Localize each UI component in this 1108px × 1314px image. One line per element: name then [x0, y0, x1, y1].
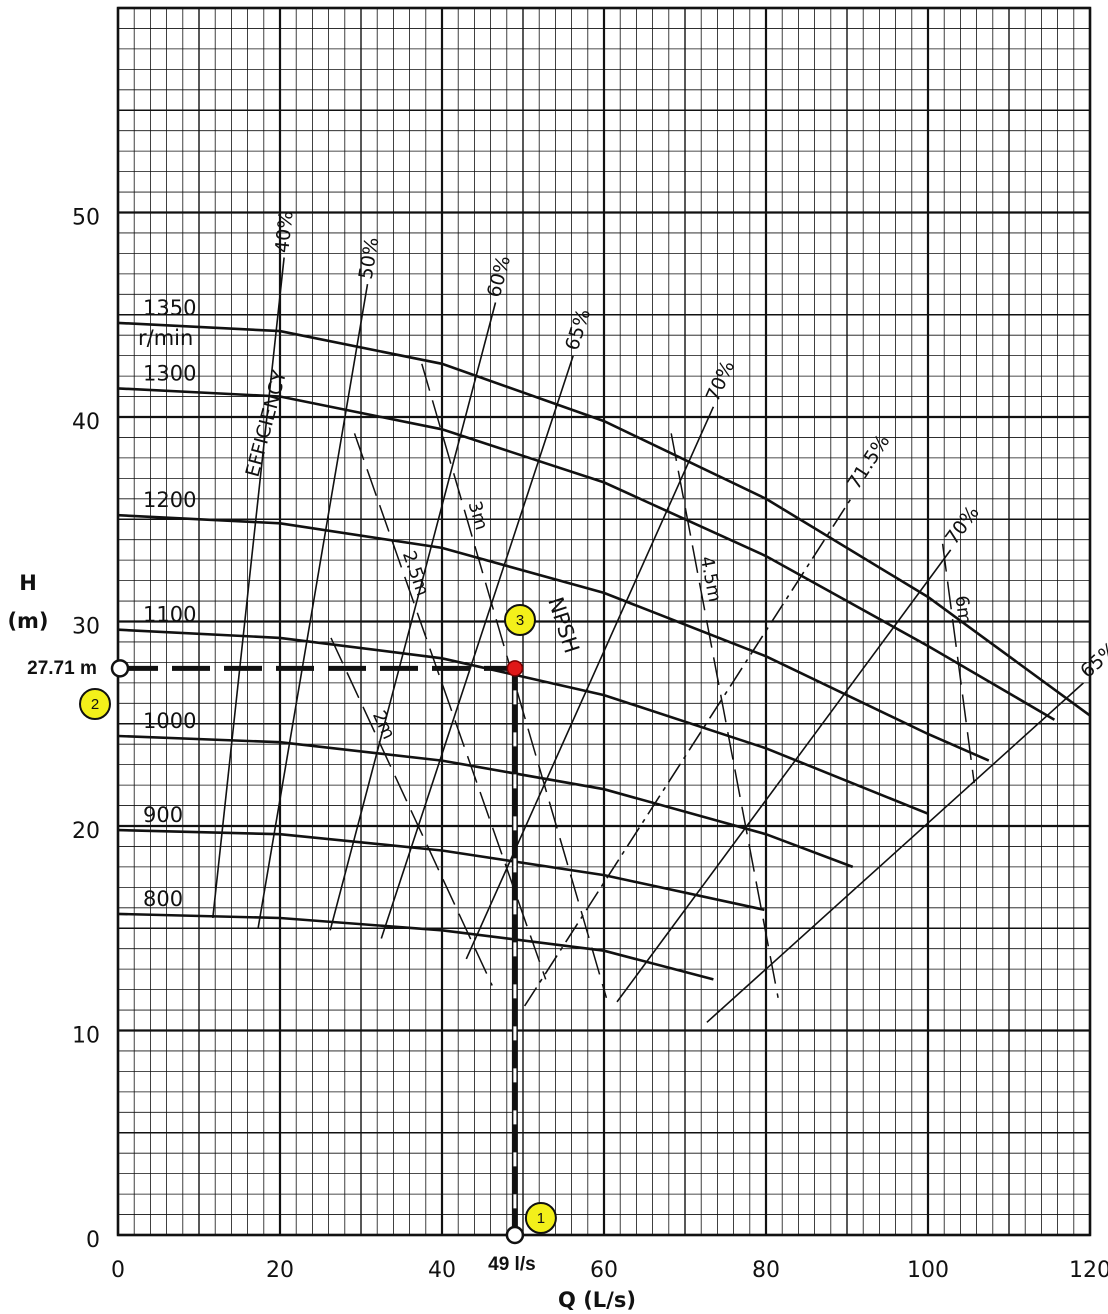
efficiency-label: 71.5% — [843, 431, 894, 494]
speed-curve-1000 — [117, 734, 854, 869]
npsh-curve — [941, 543, 975, 784]
npsh-label: 3m — [464, 499, 492, 533]
efficiency-curve — [523, 494, 855, 1007]
npsh-label: 2.5m — [398, 548, 433, 599]
y-tick-label: 20 — [72, 819, 100, 844]
step-marker-2 — [79, 688, 111, 720]
x-tick-label: 20 — [266, 1258, 294, 1283]
efficiency-title: EFFICIENCY — [242, 368, 292, 479]
speed-label-1300: 1300 — [143, 361, 196, 385]
efficiency-curve — [212, 257, 285, 919]
step-marker-label: 2 — [91, 696, 99, 713]
head-origin-marker — [110, 659, 130, 678]
y-tick-label: 40 — [72, 410, 100, 435]
npsh-curve — [330, 637, 493, 986]
npsh-label: 2m — [368, 708, 399, 743]
head-value-label: 27.71 m — [27, 658, 97, 679]
x-tick-label: 120 — [1069, 1258, 1108, 1283]
speed-curve-1100 — [117, 628, 929, 815]
step-marker-label: 3 — [516, 612, 524, 629]
speed-curves — [117, 321, 1091, 981]
efficiency-label: 60% — [483, 253, 515, 299]
npsh-label: 6m — [951, 594, 976, 625]
step-marker-3 — [504, 604, 536, 636]
speed-unit-label: r/min — [138, 326, 193, 350]
y-tick-label: 0 — [86, 1228, 100, 1253]
efficiency-curves — [212, 257, 1085, 1023]
x-axis-label: Q (L/s) — [558, 1288, 636, 1312]
efficiency-curve — [706, 682, 1085, 1023]
speed-label-900: 900 — [143, 803, 183, 827]
speed-curve-900 — [117, 828, 765, 912]
speed-label-1200: 1200 — [143, 488, 196, 512]
speed-curve-1200 — [117, 513, 990, 762]
y-tick-label: 50 — [72, 206, 100, 231]
efficiency-curve — [380, 355, 574, 939]
npsh-curves — [330, 363, 975, 999]
speed-label-800: 800 — [143, 887, 183, 911]
x-tick-label: 80 — [752, 1258, 780, 1283]
efficiency-label: 40% — [271, 210, 297, 254]
npsh-label: 4.5m — [696, 554, 725, 603]
plot-frame — [116, 6, 1092, 1237]
speed-label-1000: 1000 — [143, 709, 196, 733]
efficiency-curve — [329, 302, 497, 931]
operating-point — [506, 660, 524, 677]
x-tick-label: 40 — [428, 1258, 456, 1283]
speed-curve-1300 — [117, 387, 1056, 721]
efficiency-curve — [465, 406, 715, 960]
npsh-title: NPSH — [543, 594, 584, 656]
efficiency-label: 65% — [1076, 638, 1108, 683]
y-tick-label: 10 — [72, 1024, 100, 1049]
efficiency-curve — [257, 283, 369, 929]
y-axis-label-line2: (m) — [7, 609, 48, 633]
flow-value-label: 49 l/s — [488, 1254, 536, 1275]
efficiency-curve — [616, 549, 952, 1003]
step-marker-label: 1 — [537, 1210, 545, 1227]
efficiency-label: 65% — [561, 306, 595, 353]
speed-curve-800 — [117, 912, 714, 981]
speed-curve-1350 — [117, 321, 1091, 717]
x-tick-label: 100 — [907, 1258, 949, 1283]
efficiency-label: 70% — [941, 502, 984, 549]
x-tick-label: 0 — [111, 1258, 125, 1283]
speed-label-1100: 1100 — [143, 603, 196, 627]
y-tick-label: 30 — [72, 615, 100, 640]
npsh-curve — [670, 433, 779, 998]
y-axis-label-line1: H — [19, 571, 37, 595]
speed-label-1350: 1350 — [143, 296, 196, 320]
major-gridlines — [116, 6, 1092, 1237]
operating-point-overlay: 27.71 m 49 l/s 1 2 3 — [27, 604, 557, 1275]
x-tick-label: 60 — [590, 1258, 618, 1283]
step-marker-1 — [524, 1202, 557, 1234]
flow-origin-marker — [505, 1225, 525, 1245]
